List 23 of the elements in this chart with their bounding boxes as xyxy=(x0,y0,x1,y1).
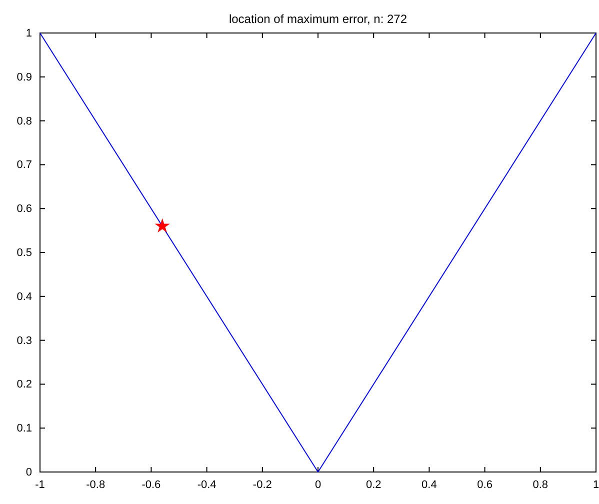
y-tick-label: 0.3 xyxy=(16,334,32,347)
x-tick-label: -0.8 xyxy=(86,478,106,491)
x-tick-label: 0.8 xyxy=(532,478,548,491)
x-tick-label: 0 xyxy=(314,478,322,491)
y-tick-label: 0.1 xyxy=(16,422,32,435)
y-tick-label: 0 xyxy=(26,466,32,479)
x-tick-label: 1 xyxy=(592,478,599,491)
x-tick-label: -0.2 xyxy=(252,478,272,491)
y-tick-label: 0.7 xyxy=(16,159,32,172)
x-tick-label: -0.4 xyxy=(197,478,216,491)
y-tick-label: 0.2 xyxy=(16,378,32,391)
chart-title: location of maximum error, n: 272 xyxy=(228,12,408,26)
y-tick-label: 0.4 xyxy=(16,290,32,303)
y-tick-label: 0.9 xyxy=(16,71,32,84)
y-tick-label: 0.5 xyxy=(16,247,32,260)
x-tick-label: -1 xyxy=(35,478,45,491)
x-tick-label: 0.2 xyxy=(366,478,382,491)
y-tick-label: 0.6 xyxy=(16,203,32,216)
y-tick-label: 1 xyxy=(26,28,32,40)
x-tick-label: 0.4 xyxy=(422,478,437,491)
x-tick-label: -0.6 xyxy=(142,478,161,491)
x-tick-label: 0.6 xyxy=(477,478,492,491)
y-tick-label: 0.8 xyxy=(16,115,32,128)
